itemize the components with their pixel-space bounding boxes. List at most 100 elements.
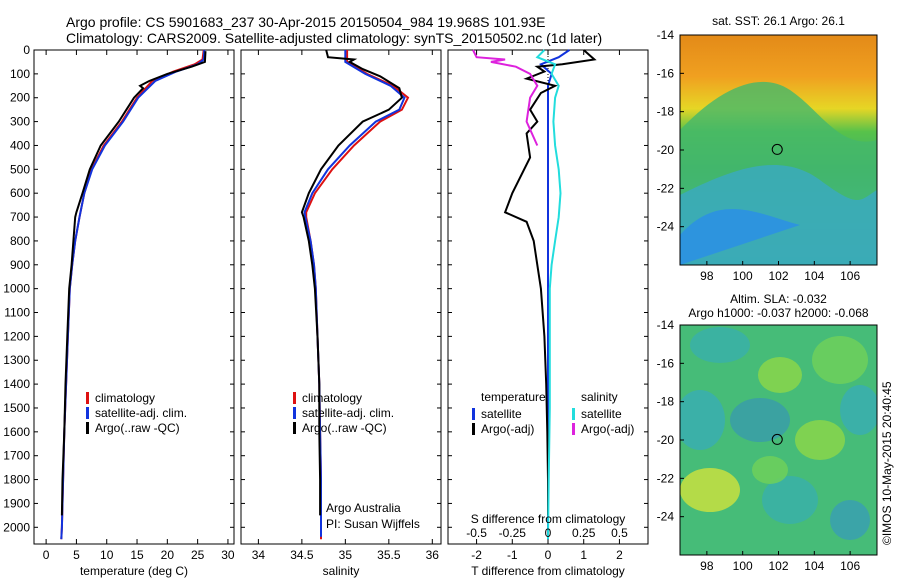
temperature-xtick-label: 30 <box>221 548 235 562</box>
difference-top-tick-label: -0.25 <box>499 526 527 540</box>
sla-anomaly-blob <box>752 456 788 484</box>
sla-map-ytick-label: -16 <box>657 356 675 370</box>
sst-map-xtick-label: 102 <box>768 269 788 283</box>
depth-tick-label: 1600 <box>3 425 30 439</box>
difference-legend-swatch <box>572 408 575 420</box>
series-line-salinity-argo-adj- <box>472 49 539 146</box>
difference-top-tick-label: -0.5 <box>466 526 487 540</box>
depth-tick-label: 2000 <box>3 520 30 534</box>
sla-map-xtick-label: 98 <box>700 559 714 573</box>
sla-map-title: Altim. SLA: -0.032 <box>730 292 827 306</box>
series-line-temperature-satellite <box>539 49 570 540</box>
series-line-argo-raw-qc- <box>60 51 207 516</box>
depth-tick-label: 800 <box>10 234 30 248</box>
sst-coldest-patch <box>680 209 800 265</box>
temperature-legend-label: satellite-adj. clim. <box>95 406 187 420</box>
temperature-panel: 0 5 10 15 20 25 30 temperature (deg C) 0 100 200 30… <box>3 43 235 578</box>
sla-map-ytick-label: -24 <box>657 510 675 524</box>
difference-legend-label: satellite <box>581 407 622 421</box>
depth-tick-label: 300 <box>10 115 30 129</box>
temperature-xtick-label: 15 <box>130 548 144 562</box>
sla-anomaly-blob <box>795 420 845 460</box>
difference-legend-swatch <box>472 423 475 435</box>
salinity-xtick-label: 36 <box>426 548 440 562</box>
chart-title-line1: Argo profile: CS 5901683_237 30-Apr-2015… <box>66 14 546 30</box>
temperature-xtick-label: 0 <box>43 548 50 562</box>
series-line-climatology <box>60 49 205 540</box>
sst-map-panel: 98 100 102 104 106 -14 -16 -18 -20 -22 -24 sat. SST… <box>657 14 878 283</box>
difference-top-tick-label: 0.5 <box>611 526 628 540</box>
salinity-legend-swatch <box>293 392 296 404</box>
salinity-legend-label: climatology <box>302 391 362 405</box>
sst-map-xtick-label: 104 <box>804 269 824 283</box>
salinity-legend-swatch <box>293 422 296 434</box>
salinity-frame <box>240 49 442 545</box>
depth-tick-label: 0 <box>23 43 30 57</box>
difference-legend-heading: temperature <box>481 390 546 404</box>
depth-tick-label: 200 <box>10 91 30 105</box>
salinity-legend-label: satellite-adj. clim. <box>302 406 394 420</box>
difference-xtick-label: -1 <box>507 548 518 562</box>
salinity-panel: 34 34.5 35 35.5 36 salinity climatologysatelli… <box>240 49 442 578</box>
sst-map-xtick-label: 100 <box>733 269 753 283</box>
depth-tick-label: 600 <box>10 186 30 200</box>
sla-anomaly-blob <box>730 398 790 442</box>
sla-map-ytick-label: -14 <box>657 318 675 332</box>
depth-tick-label: 400 <box>10 138 30 152</box>
sla-anomaly-blob <box>762 476 818 524</box>
sst-map-ytick-label: -20 <box>657 143 675 157</box>
salinity-xtick-label: 35.5 <box>377 548 401 562</box>
sst-map-ytick-label: -22 <box>657 181 675 195</box>
sst-map-title: sat. SST: 26.1 Argo: 26.1 <box>712 14 845 28</box>
sla-map-xtick-label: 102 <box>768 559 788 573</box>
difference-xlabel: T difference from climatology <box>471 564 625 578</box>
temperature-xtick-label: 25 <box>191 548 205 562</box>
chart-title-line2: Climatology: CARS2009. Satellite-adjuste… <box>66 30 603 46</box>
difference-top-label: S difference from climatology <box>471 512 626 526</box>
sla-map-ytick-label: -18 <box>657 395 675 409</box>
difference-top-tick-label: 0.25 <box>572 526 596 540</box>
temperature-frame <box>33 49 235 545</box>
sst-map-ytick-label: -14 <box>657 28 675 42</box>
sst-map-field <box>680 35 877 265</box>
depth-tick-label: 1800 <box>3 473 30 487</box>
sla-anomaly-blob <box>690 327 750 363</box>
annotation-line: PI: Susan Wijffels <box>326 517 420 531</box>
temperature-legend-label: climatology <box>95 391 155 405</box>
depth-tick-label: 1300 <box>3 353 30 367</box>
temperature-xtick-label: 5 <box>73 548 80 562</box>
sla-map-xtick-label: 100 <box>733 559 753 573</box>
salinity-xtick-label: 35 <box>339 548 353 562</box>
sst-map-xtick-label: 106 <box>840 269 860 283</box>
depth-tick-label: 1100 <box>4 306 30 320</box>
sst-map-xtick-label: 98 <box>700 269 714 283</box>
depth-tick-label: 900 <box>10 258 30 272</box>
sla-map-field <box>680 325 877 555</box>
sla-anomaly-blob <box>830 500 870 540</box>
sla-anomaly-blob <box>680 468 740 512</box>
salinity-legend-swatch <box>293 407 296 419</box>
sla-map-panel: 98 100 102 104 106 -14 -16 -18 -20 -22 -24 Altim. S… <box>657 292 878 573</box>
sla-map-ytick-label: -22 <box>657 471 675 485</box>
difference-xtick-label: 0 <box>545 548 552 562</box>
difference-legend-swatch <box>472 408 475 420</box>
depth-tick-label: 1900 <box>3 496 30 510</box>
difference-xtick-label: 2 <box>616 548 623 562</box>
depth-tick-label: 1400 <box>3 377 30 391</box>
difference-xtick-label: 1 <box>580 548 587 562</box>
series-line-salinity-satellite <box>535 49 562 540</box>
temperature-legend-label: Argo(..raw -QC) <box>95 421 180 435</box>
difference-xtick-label: -2 <box>471 548 482 562</box>
float-position-marker <box>771 433 783 445</box>
salinity-xlabel: salinity <box>323 564 360 578</box>
temperature-xtick-label: 10 <box>100 548 114 562</box>
difference-legend-label: satellite <box>481 407 522 421</box>
salinity-xtick-label: 34.5 <box>290 548 314 562</box>
depth-tick-label: 1000 <box>3 282 30 296</box>
sla-map-xtick-label: 106 <box>840 559 860 573</box>
difference-legend-label: Argo(-adj) <box>581 422 634 436</box>
sla-anomaly-blob <box>812 336 868 384</box>
depth-tick-label: 1700 <box>3 449 30 463</box>
sla-anomaly-blob <box>680 390 725 450</box>
